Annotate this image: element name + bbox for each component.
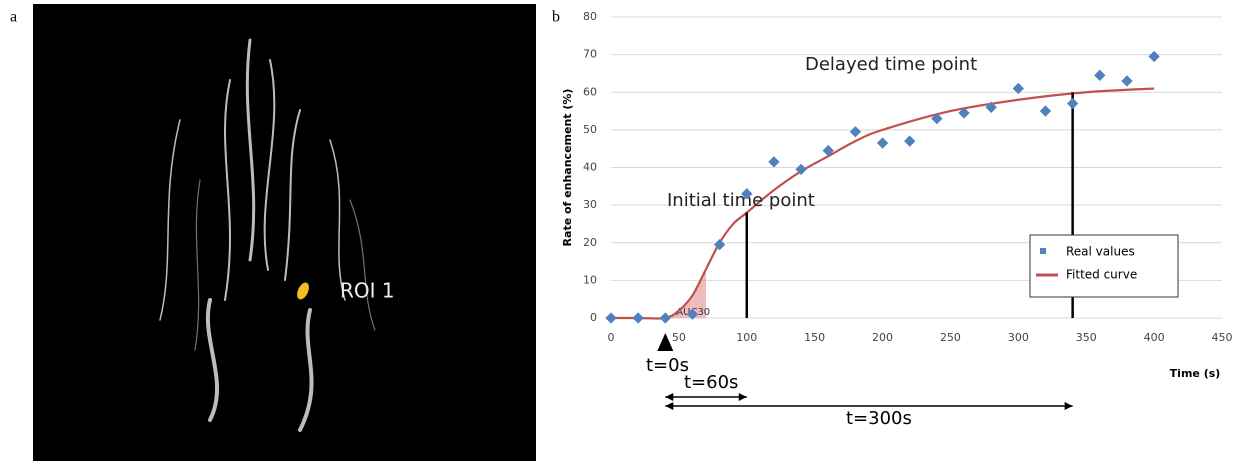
data-point [686, 308, 699, 320]
x-tick-label: 300 [1008, 331, 1029, 344]
annotation: Delayed time point [805, 54, 977, 75]
start-marker [657, 333, 674, 351]
x-tick-label: 50 [672, 331, 686, 344]
x-tick-label: 350 [1076, 331, 1097, 344]
x-tick-label: 250 [940, 331, 961, 344]
x-tick-label: 0 [608, 331, 615, 344]
roi-label: ROI 1 [340, 279, 395, 303]
y-tick-label: 80 [583, 10, 597, 23]
x-tick-label: 400 [1144, 331, 1165, 344]
panel-label: b [552, 9, 560, 26]
data-point [1039, 105, 1052, 117]
legend-label: Real values [1066, 245, 1135, 259]
data-point [849, 126, 862, 138]
data-point [768, 156, 780, 168]
y-tick-label: 60 [583, 85, 597, 98]
data-point [605, 312, 617, 324]
y-tick-label: 10 [583, 273, 597, 286]
x-tick-label: 100 [736, 331, 757, 344]
data-point [741, 188, 753, 200]
y-tick-label: 30 [583, 198, 597, 211]
annotation: Initial time point [667, 190, 815, 211]
x-tick-label: 450 [1212, 331, 1233, 344]
y-tick-label: 0 [590, 311, 597, 324]
data-point [1094, 69, 1106, 81]
legend-box [1029, 234, 1179, 298]
data-point [1066, 97, 1079, 110]
y-tick-label: 40 [583, 161, 597, 174]
x-axis-label: Time (s) [1170, 367, 1221, 380]
data-point [1148, 50, 1160, 63]
y-tick-label: 20 [583, 236, 597, 249]
data-point [713, 238, 726, 251]
data-point [1121, 75, 1133, 87]
data-point [632, 312, 644, 324]
mri-image [33, 4, 536, 461]
data-point [904, 135, 916, 147]
x-tick-label: 150 [804, 331, 825, 344]
data-point [876, 137, 889, 149]
data-point [659, 312, 671, 324]
data-point [822, 144, 834, 157]
span-label: t=300s [846, 408, 912, 429]
span-label: t=60s [684, 372, 738, 393]
start-label: t=0s [646, 355, 689, 376]
legend-swatch [1040, 248, 1046, 254]
auc-area [665, 269, 707, 318]
y-tick-label: 70 [583, 48, 597, 61]
data-point [795, 163, 807, 176]
fitted-curve [611, 87, 1155, 320]
y-axis-label: Rate of enhancement (%) [561, 89, 574, 247]
y-tick-label: 50 [583, 123, 597, 136]
legend-label: Fitted curve [1066, 268, 1137, 282]
panel-label: a [10, 9, 17, 26]
x-tick-label: 200 [872, 331, 893, 344]
